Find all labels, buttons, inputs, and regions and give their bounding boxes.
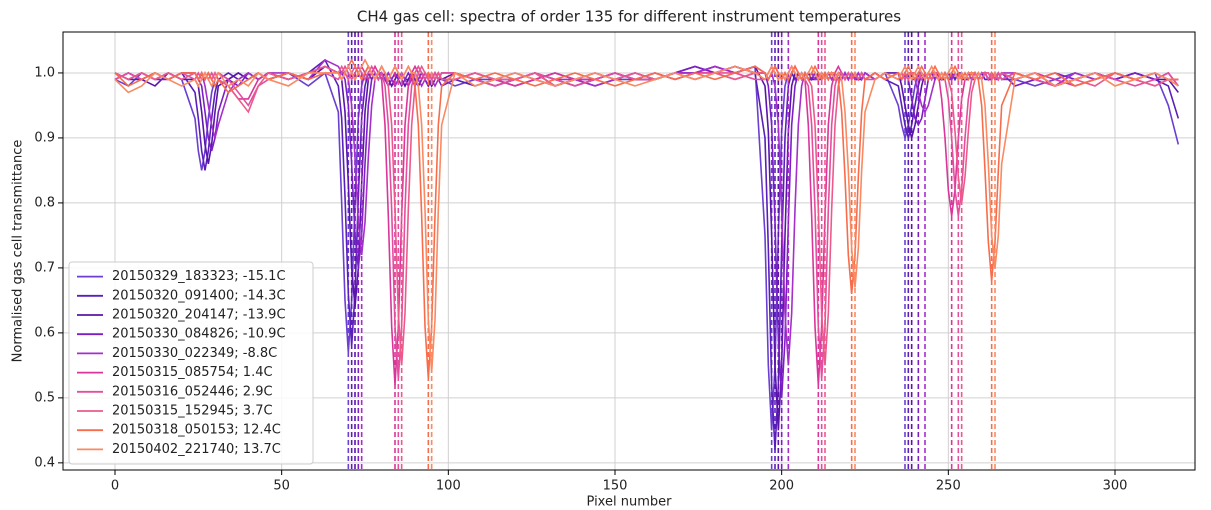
legend-label: 20150318_050153; 12.4C	[112, 423, 281, 438]
legend-label: 20150329_183323; -15.1C	[112, 269, 286, 284]
y-tick-label: 0.9	[34, 130, 55, 145]
legend-label: 20150316_052446; 2.9C	[112, 384, 273, 399]
y-axis-label: Normalised gas cell transmittance	[11, 140, 26, 363]
legend-label: 20150330_022349; -8.8C	[112, 346, 277, 361]
y-tick-label: 0.7	[34, 260, 55, 275]
y-tick-label: 0.6	[34, 325, 55, 340]
plot-frame	[62, 31, 1196, 471]
x-tick-label: 300	[1103, 479, 1128, 494]
legend-label: 20150402_221740; 13.7C	[112, 442, 281, 457]
x-tick-label: 150	[603, 479, 628, 494]
chart-title: CH4 gas cell: spectra of order 135 for d…	[357, 8, 901, 26]
legend-label: 20150320_091400; -14.3C	[112, 288, 286, 303]
y-tick-label: 0.4	[34, 455, 55, 470]
x-tick-label: 100	[436, 479, 461, 494]
series-line	[114, 58, 1179, 372]
x-axis-label: Pixel number	[587, 495, 673, 510]
x-tick-label: 250	[936, 479, 961, 494]
y-tick-label: 0.5	[34, 390, 55, 405]
legend-label: 20150315_085754; 1.4C	[112, 365, 273, 380]
x-tick-label: 0	[111, 479, 119, 494]
x-tick-label: 50	[273, 479, 290, 494]
legend-label: 20150315_152945; 3.7C	[112, 404, 273, 419]
legend-label: 20150320_204147; -13.9C	[112, 308, 286, 323]
y-tick-label: 1.0	[34, 65, 55, 80]
y-tick-label: 0.8	[34, 195, 55, 210]
x-tick-label: 200	[769, 479, 794, 494]
legend-label: 20150330_084826; -10.9C	[112, 327, 286, 342]
series-line	[114, 58, 1180, 450]
legend-box	[68, 261, 314, 465]
